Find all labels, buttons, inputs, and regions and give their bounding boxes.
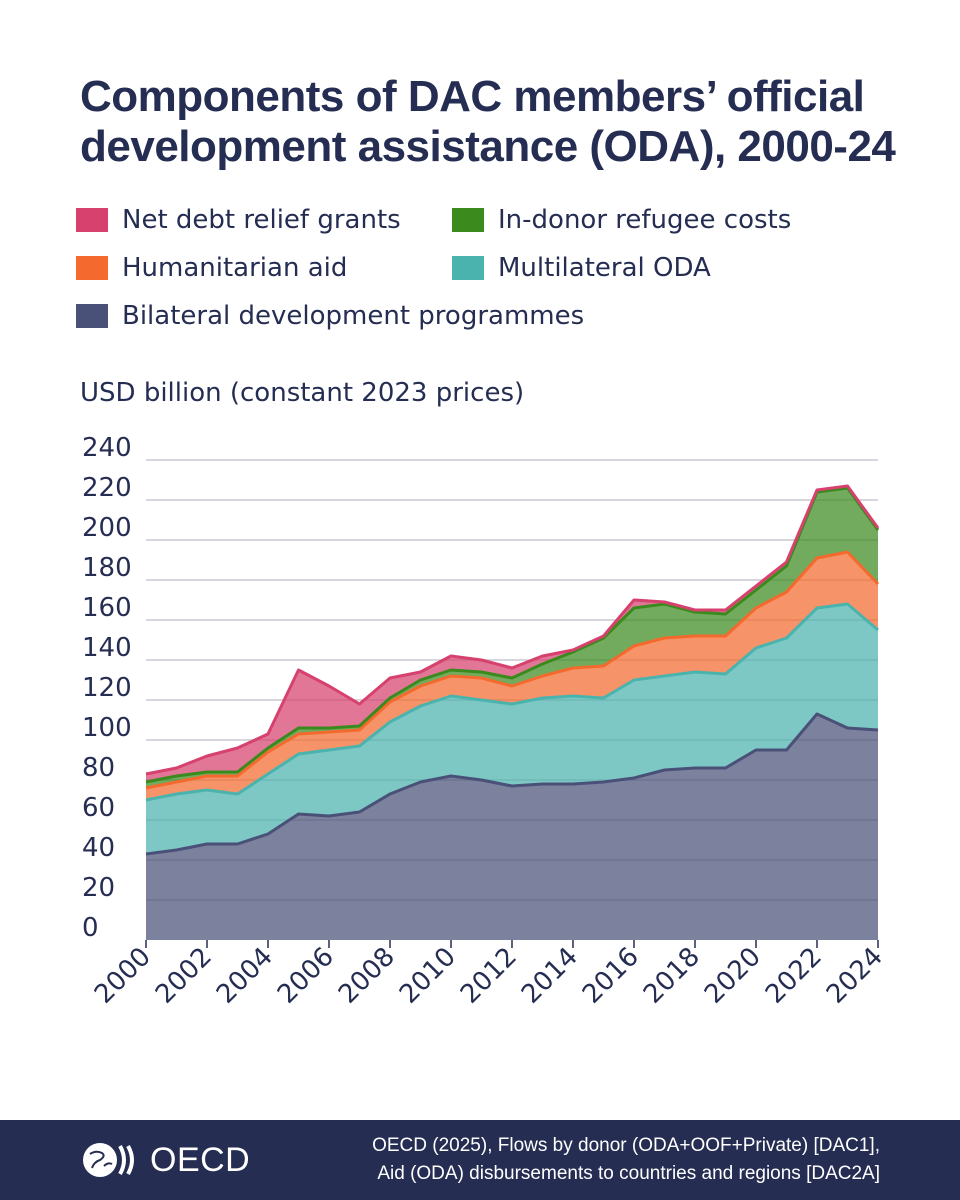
x-tick-label-2022: 2022 <box>760 942 828 1010</box>
x-tick-label-2016: 2016 <box>577 942 645 1010</box>
legend-item-humanitarian: Humanitarian aid <box>76 253 347 283</box>
y-tick-label-0: 0 <box>82 913 99 943</box>
x-tick-label-2014: 2014 <box>516 942 584 1010</box>
legend-item-in-donor-refugee: In-donor refugee costs <box>452 205 791 235</box>
x-tick-label-2024: 2024 <box>821 942 889 1010</box>
x-axis-ticks: 2000200220042006200820102012201420162018… <box>89 940 889 1010</box>
oecd-logo: OECD <box>80 1140 250 1180</box>
line-bilateral-development-programmes <box>145 712 879 856</box>
footer: OECD OECD (2025), Flows by donor (ODA+OO… <box>0 1120 960 1200</box>
line-humanitarian-aid <box>145 550 880 790</box>
line-multilateral-oda <box>145 602 879 802</box>
y-tick-label-160: 160 <box>82 593 132 623</box>
legend-swatch-humanitarian <box>76 256 108 280</box>
y-tick-label-180: 180 <box>82 553 132 583</box>
legend: Net debt relief grants In-donor refugee … <box>76 205 916 345</box>
source-line-2: Aid (ODA) disbursements to countries and… <box>377 1163 880 1184</box>
source-note: OECD (2025), Flows by donor (ODA+OOF+Pri… <box>372 1132 880 1188</box>
legend-label-net-debt-relief: Net debt relief grants <box>122 205 401 235</box>
x-tick-label-2000: 2000 <box>89 942 157 1010</box>
area-series <box>146 486 878 940</box>
chart-title: Components of DAC members’ official deve… <box>80 72 896 171</box>
x-tick-label-2020: 2020 <box>699 942 767 1010</box>
x-tick-label-2012: 2012 <box>455 942 523 1010</box>
oecd-logo-text: OECD <box>150 1140 251 1179</box>
y-tick-label-200: 200 <box>82 513 132 543</box>
area-bilateral-development-programmes <box>146 714 878 940</box>
legend-label-in-donor-refugee: In-donor refugee costs <box>498 205 792 235</box>
line-net-debt-relief-grants <box>145 484 880 776</box>
area-multilateral-oda <box>146 604 878 854</box>
y-tick-label-220: 220 <box>82 473 132 503</box>
series-lines <box>145 484 880 856</box>
y-tick-label-140: 140 <box>82 633 132 663</box>
y-tick-label-60: 60 <box>82 793 115 823</box>
legend-swatch-net-debt-relief <box>76 208 108 232</box>
x-tick-label-2018: 2018 <box>638 942 706 1010</box>
y-tick-label-100: 100 <box>82 713 132 743</box>
y-tick-label-20: 20 <box>82 873 115 903</box>
y-tick-label-80: 80 <box>82 753 115 783</box>
legend-item-net-debt-relief: Net debt relief grants <box>76 205 401 235</box>
area-net-debt-relief-grants <box>146 486 878 782</box>
legend-swatch-multilateral <box>452 256 484 280</box>
legend-swatch-bilateral <box>76 304 108 328</box>
x-tick-label-2008: 2008 <box>333 942 401 1010</box>
x-tick-label-2004: 2004 <box>211 942 279 1010</box>
legend-label-bilateral: Bilateral development programmes <box>122 301 585 331</box>
legend-label-multilateral: Multilateral ODA <box>498 253 711 283</box>
x-tick-label-2002: 2002 <box>150 942 218 1010</box>
legend-swatch-in-donor-refugee <box>452 208 484 232</box>
y-axis-ticks: 0 20 40 60 80 100 120 140 160 180 200 220 240 <box>82 433 132 943</box>
source-line-1: OECD (2025), Flows by donor (ODA+OOF+Pri… <box>372 1135 880 1156</box>
area-humanitarian-aid <box>146 552 878 800</box>
x-tick-label-2010: 2010 <box>394 942 462 1010</box>
legend-label-humanitarian: Humanitarian aid <box>122 253 348 283</box>
y-tick-label-40: 40 <box>82 833 115 863</box>
x-tick-label-2006: 2006 <box>272 942 340 1010</box>
legend-item-bilateral: Bilateral development programmes <box>76 301 584 331</box>
legend-item-multilateral: Multilateral ODA <box>452 253 711 283</box>
line-in-donor-refugee-costs <box>145 486 880 784</box>
y-tick-label-240: 240 <box>82 433 132 463</box>
y-tick-label-120: 120 <box>82 673 132 703</box>
y-axis-unit-label: USD billion (constant 2023 prices) <box>80 378 525 408</box>
oecd-globe-icon <box>83 1143 134 1177</box>
